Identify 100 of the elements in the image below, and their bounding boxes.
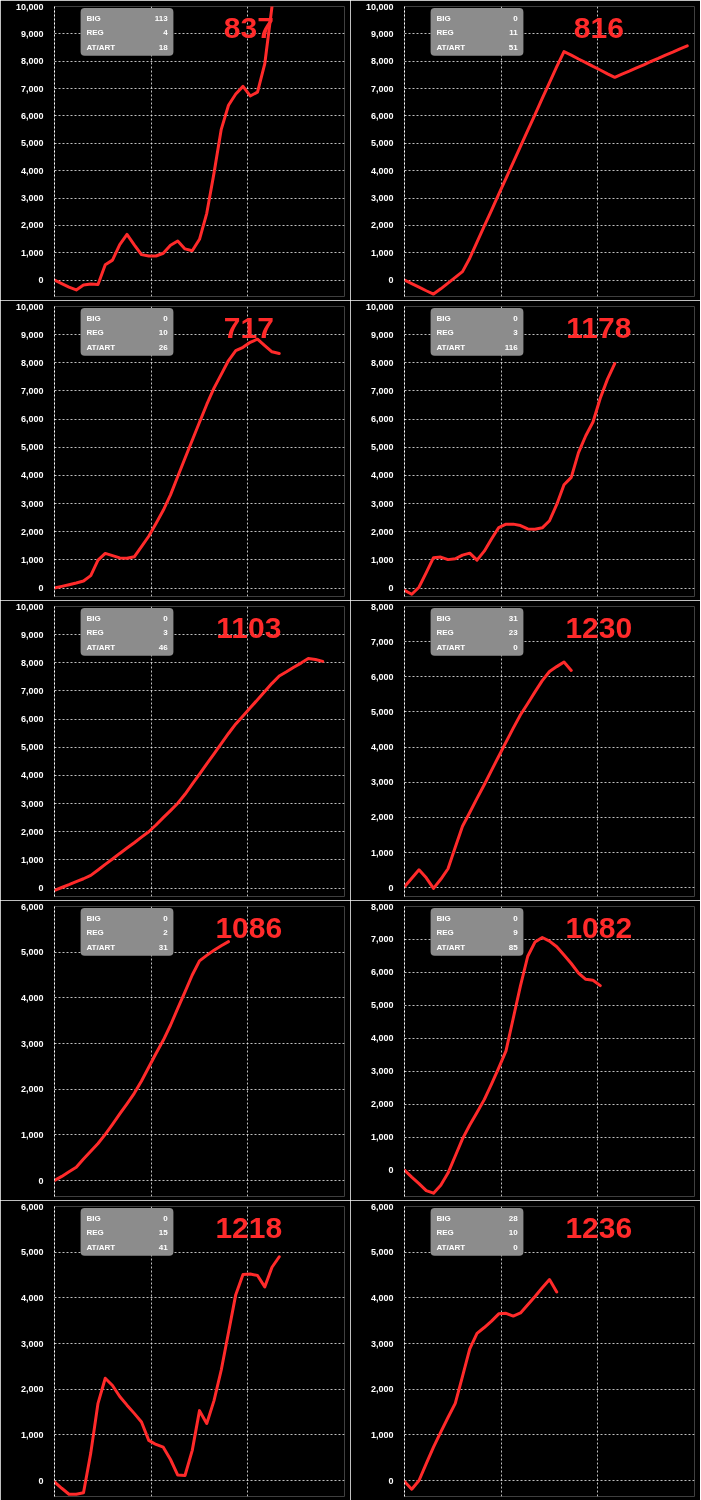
chart-title: 816 [573, 11, 624, 45]
y-tick-label: 10,000 [15, 1, 44, 12]
annotation: AT/ART [436, 342, 466, 352]
annotation: AT/ART [86, 42, 116, 52]
y-tick-label: 7,000 [20, 685, 44, 696]
y-tick-label: 2,000 [370, 220, 394, 231]
y-tick-label: 9,000 [370, 329, 394, 340]
annotation: 18 [158, 42, 169, 52]
line-series [54, 6, 274, 292]
annotation: BIG [86, 913, 101, 923]
annotation: AT/ART [436, 42, 466, 52]
annotation: BIG [86, 13, 101, 23]
annotation: 0 [163, 913, 169, 923]
y-tick-label: 3,000 [20, 1338, 44, 1349]
y-tick-label: 2,000 [370, 526, 394, 537]
y-tick-label: 4,000 [370, 742, 394, 753]
y-tick-label: 1,000 [20, 247, 44, 258]
annotation: REG [436, 28, 454, 38]
y-tick-label: 2,000 [20, 220, 44, 231]
annotation: BIG [436, 1213, 451, 1223]
y-tick-label: 1,000 [20, 1429, 44, 1440]
y-tick-label: 6,000 [20, 901, 44, 912]
annotation: REG [86, 28, 104, 38]
annotation: AT/ART [436, 942, 466, 952]
annotation: 31 [158, 942, 169, 952]
annotation: BIG [86, 1213, 101, 1223]
annotation: 0 [163, 613, 169, 623]
y-tick-label: 8,000 [370, 56, 394, 67]
y-tick-label: 5,000 [370, 138, 394, 149]
annotation: REG [86, 1228, 104, 1238]
y-tick-label: 6,000 [370, 414, 394, 425]
y-tick-label: 4,000 [370, 165, 394, 176]
annotation: BIG [86, 613, 101, 623]
y-tick-label: 4,000 [370, 470, 394, 481]
annotation: BIG [436, 613, 451, 623]
line-series [54, 940, 230, 1183]
annotation: 41 [158, 1242, 169, 1252]
y-tick-label: 3,000 [370, 777, 394, 788]
y-tick-label: 9,000 [20, 329, 44, 340]
y-tick-label: 1,000 [370, 1132, 394, 1143]
y-tick-label: 4,000 [370, 1292, 394, 1303]
y-tick-label: 0 [38, 583, 44, 594]
annotation: 10 [508, 1228, 519, 1238]
annotation: BIG [86, 313, 101, 323]
y-tick-label: 0 [388, 583, 394, 594]
y-tick-label: 5,000 [20, 742, 44, 753]
y-tick-label: 0 [388, 1475, 394, 1486]
chart-title: 1236 [565, 1211, 633, 1245]
y-tick-label: 6,000 [370, 1201, 394, 1212]
annotation: 10 [158, 328, 169, 338]
y-tick-label: 2,000 [20, 826, 44, 837]
annotation: 15 [158, 1228, 169, 1238]
annotation: 3 [163, 628, 169, 638]
y-tick-label: 3,000 [370, 193, 394, 204]
y-tick-label: 6,000 [370, 671, 394, 682]
y-tick-label: 10,000 [15, 301, 44, 312]
y-tick-label: 6,000 [20, 414, 44, 425]
y-tick-label: 7,000 [370, 636, 394, 647]
annotation: BIG [436, 913, 451, 923]
annotation: AT/ART [86, 1242, 116, 1252]
y-tick-label: 3,000 [370, 1066, 394, 1077]
annotation: 46 [158, 642, 169, 652]
y-tick-label: 1,000 [20, 1129, 44, 1140]
y-tick-label: 7,000 [20, 83, 44, 94]
y-tick-label: 3,000 [370, 498, 394, 509]
y-tick-label: 2,000 [20, 1384, 44, 1395]
y-tick-label: 1,000 [370, 1429, 394, 1440]
line-series [54, 337, 281, 590]
y-tick-label: 5,000 [370, 1247, 394, 1258]
y-tick-label: 4,000 [20, 470, 44, 481]
y-tick-label: 3,000 [20, 798, 44, 809]
y-tick-label: 0 [38, 1175, 44, 1186]
y-tick-label: 6,000 [20, 1201, 44, 1212]
annotation: 113 [154, 13, 169, 23]
y-tick-label: 6,000 [20, 714, 44, 725]
annotation: REG [86, 328, 104, 338]
y-tick-label: 5,000 [20, 1247, 44, 1258]
y-tick-label: 5,000 [370, 706, 394, 717]
y-tick-label: 8,000 [370, 601, 394, 612]
annotation: 51 [508, 42, 519, 52]
y-tick-label: 5,000 [370, 1000, 394, 1011]
y-tick-label: 5,000 [20, 138, 44, 149]
y-tick-label: 2,000 [370, 1099, 394, 1110]
y-tick-label: 1,000 [370, 847, 394, 858]
annotation: 9 [513, 928, 519, 938]
y-tick-label: 1,000 [20, 854, 44, 865]
y-tick-label: 0 [388, 1165, 394, 1176]
annotation: AT/ART [86, 342, 116, 352]
annotation: AT/ART [86, 942, 116, 952]
y-tick-label: 0 [388, 275, 394, 286]
annotation: 116 [504, 342, 519, 352]
y-tick-label: 6,000 [20, 110, 44, 121]
y-tick-label: 7,000 [370, 385, 394, 396]
line-series [404, 362, 617, 596]
line-series [404, 660, 573, 890]
y-tick-label: 6,000 [370, 967, 394, 978]
y-tick-label: 10,000 [365, 1, 394, 12]
y-tick-label: 0 [38, 275, 44, 286]
y-tick-label: 8,000 [370, 357, 394, 368]
y-tick-label: 9,000 [20, 28, 44, 39]
